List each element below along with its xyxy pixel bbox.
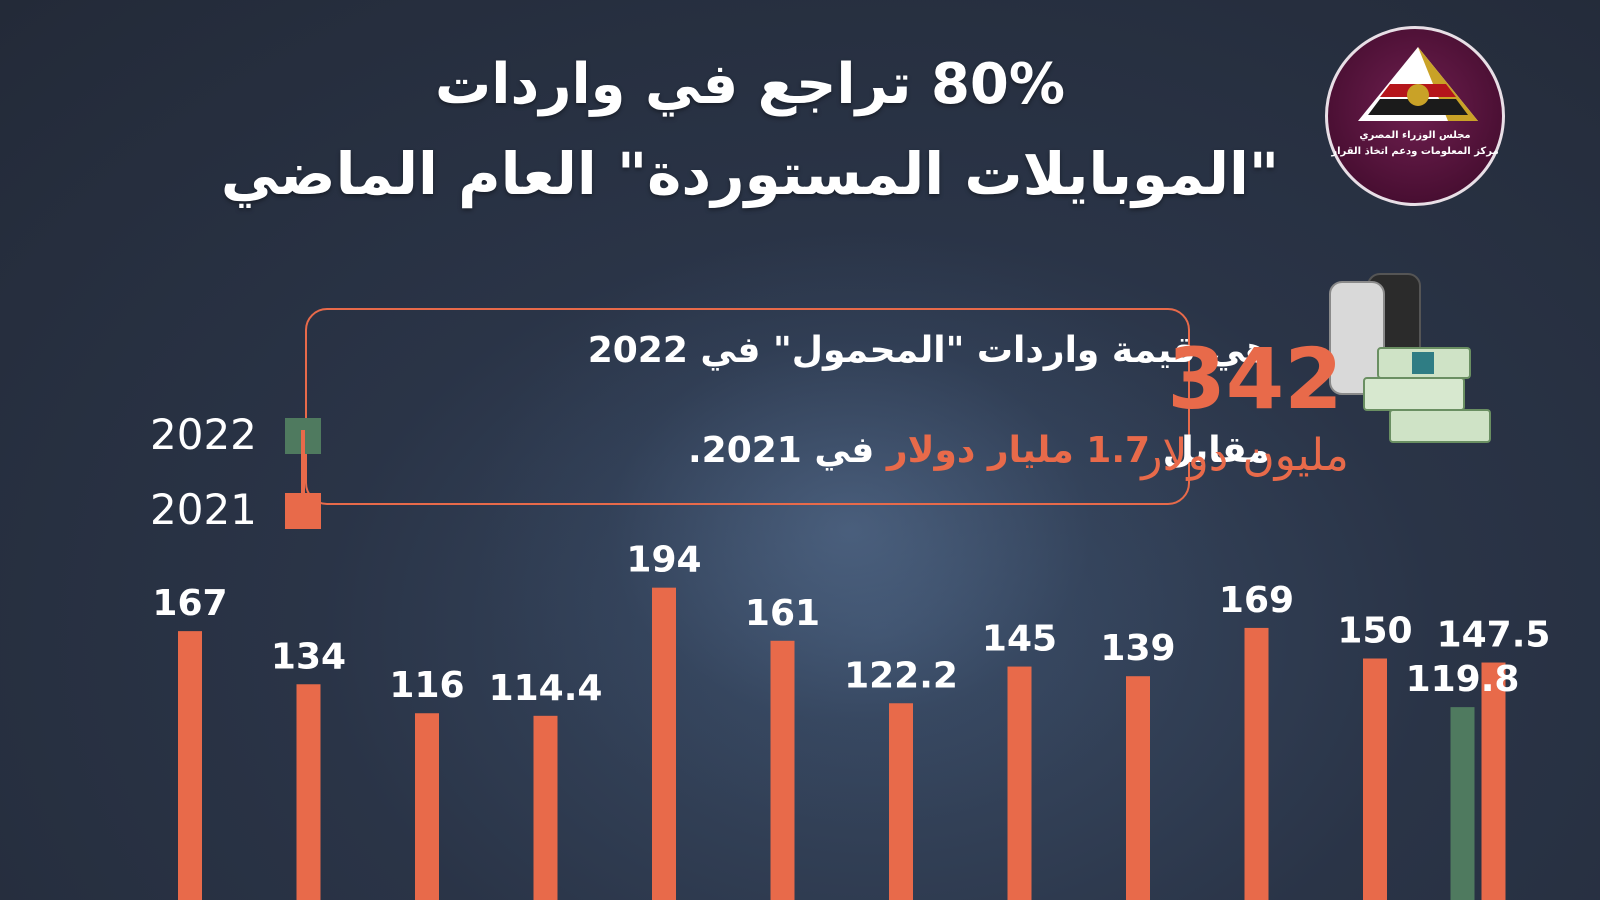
bar-label-2021-3: 116 xyxy=(389,665,464,706)
bar-label-2021-1: 167 xyxy=(152,583,227,624)
bar-2021-1 xyxy=(178,631,202,900)
bar-2021-6 xyxy=(770,640,795,900)
bar-2021-11 xyxy=(1363,658,1387,900)
callout-line-1: هي قيمة واردات "المحمول" في 2022 xyxy=(587,330,1270,371)
bar-label-2021-5: 194 xyxy=(626,540,701,581)
legend-label-2021: 2021 xyxy=(150,485,257,534)
bar-label-2021-4: 114.4 xyxy=(489,668,603,709)
bar-label-2021-9: 139 xyxy=(1100,628,1175,669)
bar-2021-4 xyxy=(533,715,558,900)
bar-label-2021-11: 150 xyxy=(1337,611,1412,652)
bar-label-2021-7: 122.2 xyxy=(844,655,958,696)
bar-label-2021-8: 145 xyxy=(982,619,1057,660)
bar-label-2021-12: 147.5 xyxy=(1437,615,1551,656)
bar-label-2022-12: 119.8 xyxy=(1406,659,1520,700)
callout-highlight: 1.7 مليار دولار xyxy=(886,430,1151,471)
highlight-unit: مليون دولار xyxy=(1141,430,1349,481)
bar-label-2021-2: 134 xyxy=(271,636,346,677)
bar-label-2021-6: 161 xyxy=(745,593,820,634)
bar-2022-12 xyxy=(1450,707,1475,900)
cabinet-logo xyxy=(1325,26,1505,206)
bar-2021-9 xyxy=(1126,676,1150,900)
callout-prefix: مقابل xyxy=(1162,430,1270,471)
legend-item-2022: 2022 xyxy=(150,410,330,460)
legend-connector xyxy=(301,430,305,508)
bar-2021-12 xyxy=(1481,662,1506,900)
phones-and-money-icon xyxy=(1329,273,1491,443)
logo-text-line-2: مركز المعلومات ودعم اتخاذ القرار xyxy=(1331,146,1499,157)
bar-2021-5 xyxy=(652,587,676,900)
bar-2021-3 xyxy=(415,713,439,900)
logo-text-line-1: مجلس الوزراء المصري xyxy=(1359,130,1471,141)
highlight-value: 342 xyxy=(1167,330,1343,428)
bar-2021-7 xyxy=(889,703,913,900)
callout-line-2: مقابل 1.7 مليار دولار في 2021. xyxy=(510,430,1270,471)
bar-2021-10 xyxy=(1244,627,1269,900)
bar-2021-8 xyxy=(1007,666,1032,900)
headline-line-2: "الموبايلات المستوردة" العام الماضي xyxy=(220,140,1280,208)
bar-2021-2 xyxy=(296,684,321,900)
legend-item-2021: 2021 xyxy=(150,485,330,535)
headline-line-1: 80% تراجع في واردات xyxy=(435,52,1065,117)
legend-label-2022: 2022 xyxy=(150,410,257,459)
pyramid-eagle-icon xyxy=(1358,47,1478,121)
callout-suffix: في 2021. xyxy=(687,430,875,471)
bar-label-2021-10: 169 xyxy=(1219,580,1294,621)
callout-box xyxy=(305,308,1190,505)
